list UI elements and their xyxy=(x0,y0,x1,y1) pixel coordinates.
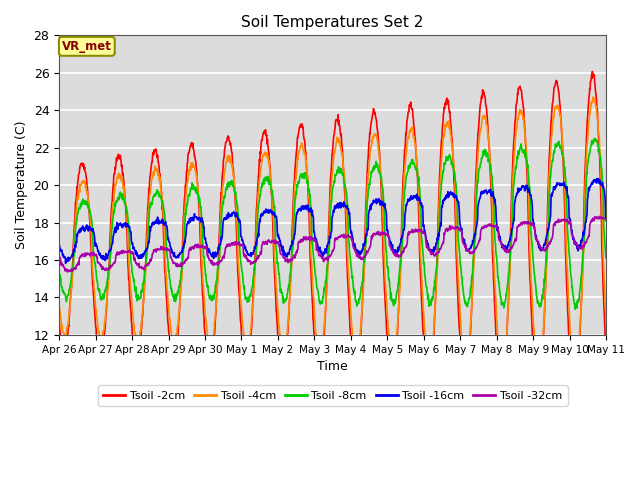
Tsoil -16cm xyxy=(239,237,246,242)
Tsoil -8cm xyxy=(238,268,246,274)
Tsoil -8cm xyxy=(417,232,425,238)
Tsoil -2cm xyxy=(602,351,610,357)
Tsoil -2cm xyxy=(537,379,545,385)
Tsoil -32cm xyxy=(596,213,604,219)
Line: Tsoil -4cm: Tsoil -4cm xyxy=(59,97,606,378)
Tsoil -16cm xyxy=(62,261,70,266)
Tsoil -8cm xyxy=(177,275,184,281)
Tsoil -32cm xyxy=(490,223,497,228)
Tsoil -16cm xyxy=(177,250,185,255)
Text: VR_met: VR_met xyxy=(62,40,112,53)
Tsoil -32cm xyxy=(63,269,71,275)
Tsoil -4cm xyxy=(589,94,597,100)
Tsoil -4cm xyxy=(238,316,246,322)
Y-axis label: Soil Temperature (C): Soil Temperature (C) xyxy=(15,121,28,250)
Tsoil -16cm xyxy=(164,237,172,243)
Tsoil -8cm xyxy=(164,255,172,261)
Tsoil -2cm xyxy=(238,337,246,343)
Tsoil -4cm xyxy=(489,222,497,228)
Tsoil -4cm xyxy=(602,318,610,324)
Tsoil -4cm xyxy=(164,290,172,296)
Tsoil -16cm xyxy=(538,245,545,251)
Tsoil -2cm xyxy=(489,258,497,264)
Tsoil -16cm xyxy=(418,202,426,208)
Tsoil -16cm xyxy=(490,189,497,194)
Tsoil -32cm xyxy=(239,242,246,248)
Tsoil -8cm xyxy=(489,184,497,190)
Tsoil -8cm xyxy=(572,306,579,312)
Tsoil -32cm xyxy=(177,264,185,269)
Tsoil -32cm xyxy=(418,227,426,233)
Tsoil -32cm xyxy=(55,253,63,259)
Tsoil -8cm xyxy=(591,136,598,142)
Line: Tsoil -8cm: Tsoil -8cm xyxy=(59,139,606,309)
Tsoil -16cm xyxy=(602,216,610,222)
Tsoil -8cm xyxy=(55,269,63,275)
Tsoil -8cm xyxy=(602,256,610,262)
Legend: Tsoil -2cm, Tsoil -4cm, Tsoil -8cm, Tsoil -16cm, Tsoil -32cm: Tsoil -2cm, Tsoil -4cm, Tsoil -8cm, Tsoi… xyxy=(97,385,568,407)
Tsoil -2cm xyxy=(177,285,184,290)
Line: Tsoil -2cm: Tsoil -2cm xyxy=(59,72,606,408)
Tsoil -4cm xyxy=(537,357,545,363)
Tsoil -2cm xyxy=(589,69,596,74)
Tsoil -4cm xyxy=(417,268,425,274)
Line: Tsoil -16cm: Tsoil -16cm xyxy=(59,179,606,264)
Tsoil -2cm xyxy=(55,318,63,324)
Tsoil -32cm xyxy=(602,218,610,224)
Tsoil -16cm xyxy=(55,243,63,249)
Tsoil -32cm xyxy=(538,246,545,252)
Tsoil -16cm xyxy=(595,176,602,181)
Tsoil -2cm xyxy=(417,293,425,299)
Tsoil -4cm xyxy=(55,301,63,307)
X-axis label: Time: Time xyxy=(317,360,348,373)
Title: Soil Temperatures Set 2: Soil Temperatures Set 2 xyxy=(241,15,424,30)
Tsoil -4cm xyxy=(177,287,184,292)
Tsoil -8cm xyxy=(537,303,545,309)
Tsoil -4cm xyxy=(572,375,579,381)
Tsoil -32cm xyxy=(164,247,172,253)
Tsoil -2cm xyxy=(572,405,579,411)
Tsoil -2cm xyxy=(164,311,172,317)
Line: Tsoil -32cm: Tsoil -32cm xyxy=(59,216,606,272)
